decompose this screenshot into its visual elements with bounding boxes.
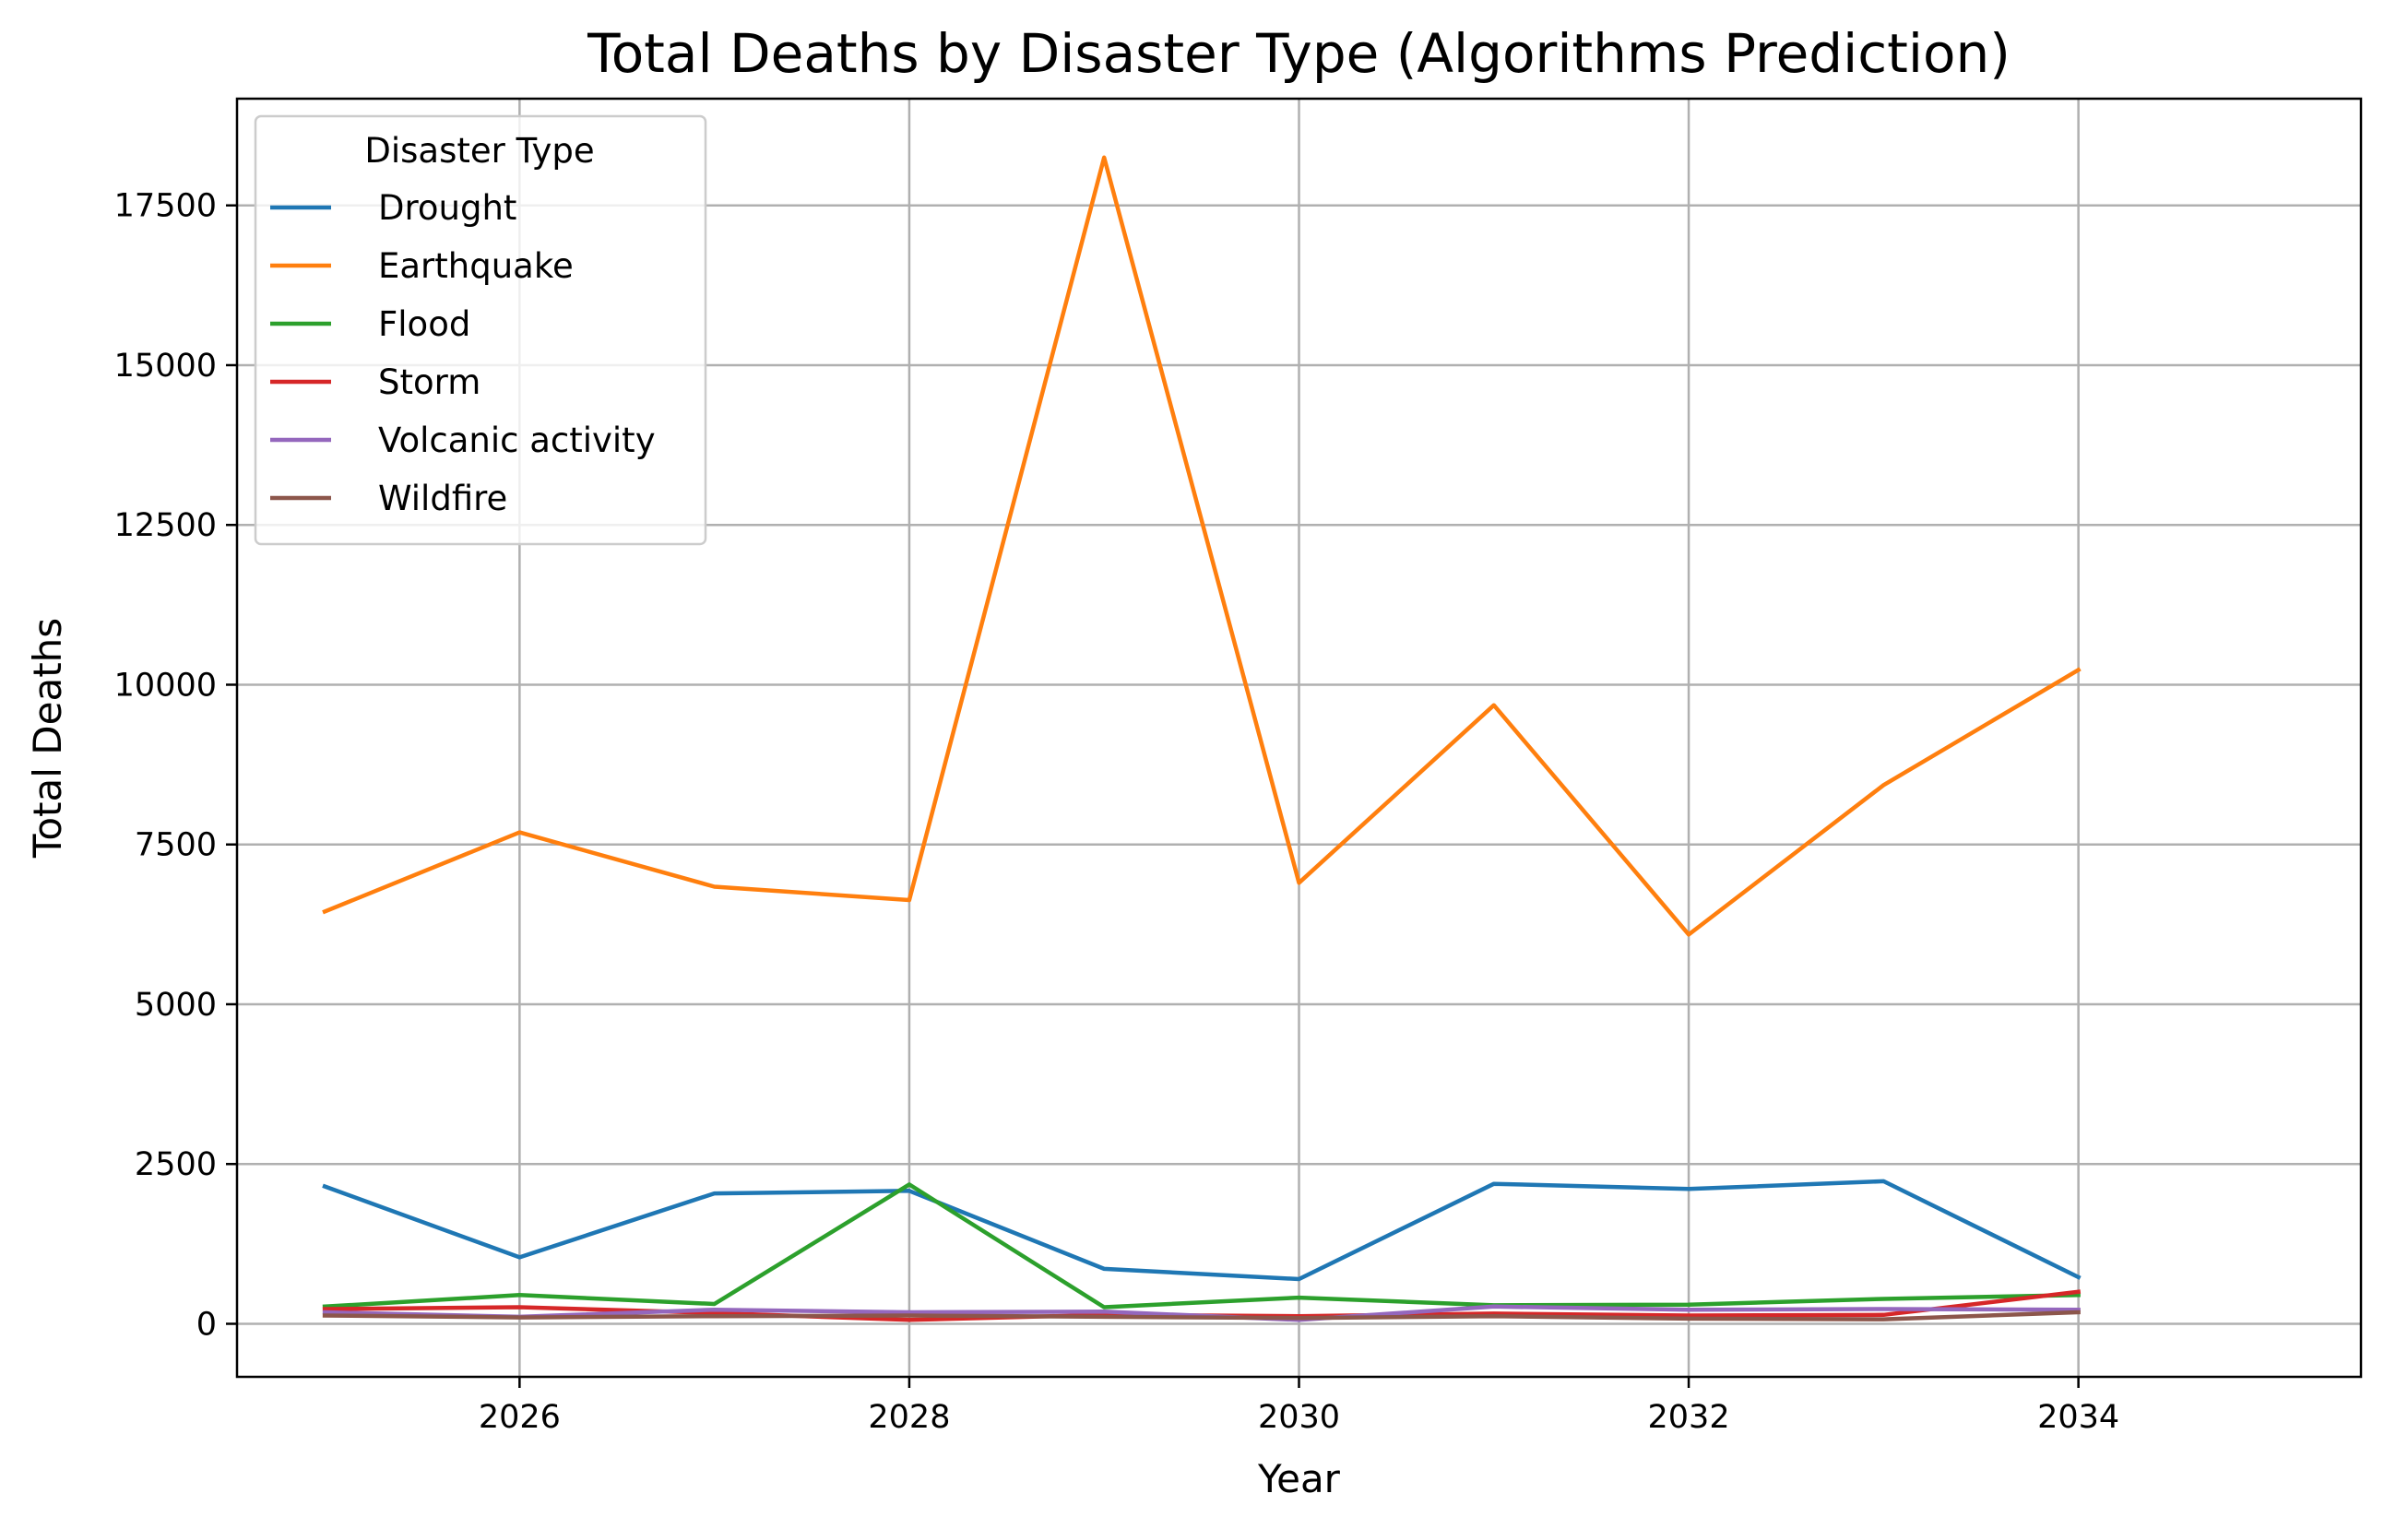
legend-item-wildfire: Wildfire (270, 479, 507, 518)
legend-box (254, 114, 707, 546)
legend-items: Drought Earthquake Flood Storm Volcanic acti… (270, 188, 656, 518)
series-line-flood (322, 1182, 2081, 1310)
x-tick-label: 2032 (1648, 1399, 1730, 1436)
x-tick-label: 2028 (868, 1399, 950, 1436)
series-line-wildfire (322, 1310, 2081, 1322)
y-tick-label: 2500 (135, 1146, 217, 1183)
y-axis-ticks: 0 2500 5000 7500 10000 12500 15000 17500 (114, 188, 237, 1343)
legend-label: Flood (378, 304, 470, 344)
x-axis-ticks: 2026 2028 2030 2032 2034 (479, 1377, 2119, 1436)
y-tick-label: 12500 (114, 507, 217, 544)
legend-label: Storm (378, 362, 480, 402)
series-line-drought (322, 1179, 2082, 1282)
legend-label: Earthquake (378, 246, 574, 286)
x-tick-label: 2026 (479, 1399, 561, 1436)
legend-item-volcanic-activity: Volcanic activity (270, 421, 656, 460)
y-tick-label: 10000 (114, 667, 217, 704)
legend-label: Drought (378, 188, 516, 228)
x-tick-label: 2030 (1258, 1399, 1340, 1436)
y-axis-label: Total Deaths (25, 618, 70, 859)
y-tick-label: 7500 (135, 827, 217, 864)
legend-item-earthquake: Earthquake (270, 246, 574, 286)
legend-label: Volcanic activity (378, 421, 656, 460)
y-tick-label: 5000 (135, 987, 217, 1024)
series-lines (322, 155, 2082, 1322)
y-tick-label: 15000 (114, 348, 217, 385)
x-tick-label: 2034 (2037, 1399, 2119, 1436)
legend-title: Disaster Type (364, 131, 594, 171)
legend-label: Wildfire (378, 479, 507, 518)
legend: Disaster Type Drought Earthquake Flood Stor… (254, 114, 707, 546)
legend-item-drought: Drought (270, 188, 516, 228)
series-line-earthquake (322, 155, 2082, 937)
x-axis-label: Year (1257, 1456, 1341, 1501)
chart-title: Total Deaths by Disaster Type (Algorithm… (587, 22, 2011, 85)
y-tick-label: 0 (196, 1306, 217, 1343)
legend-item-storm: Storm (270, 362, 480, 402)
y-tick-label: 17500 (114, 188, 217, 225)
legend-item-flood: Flood (270, 304, 470, 344)
